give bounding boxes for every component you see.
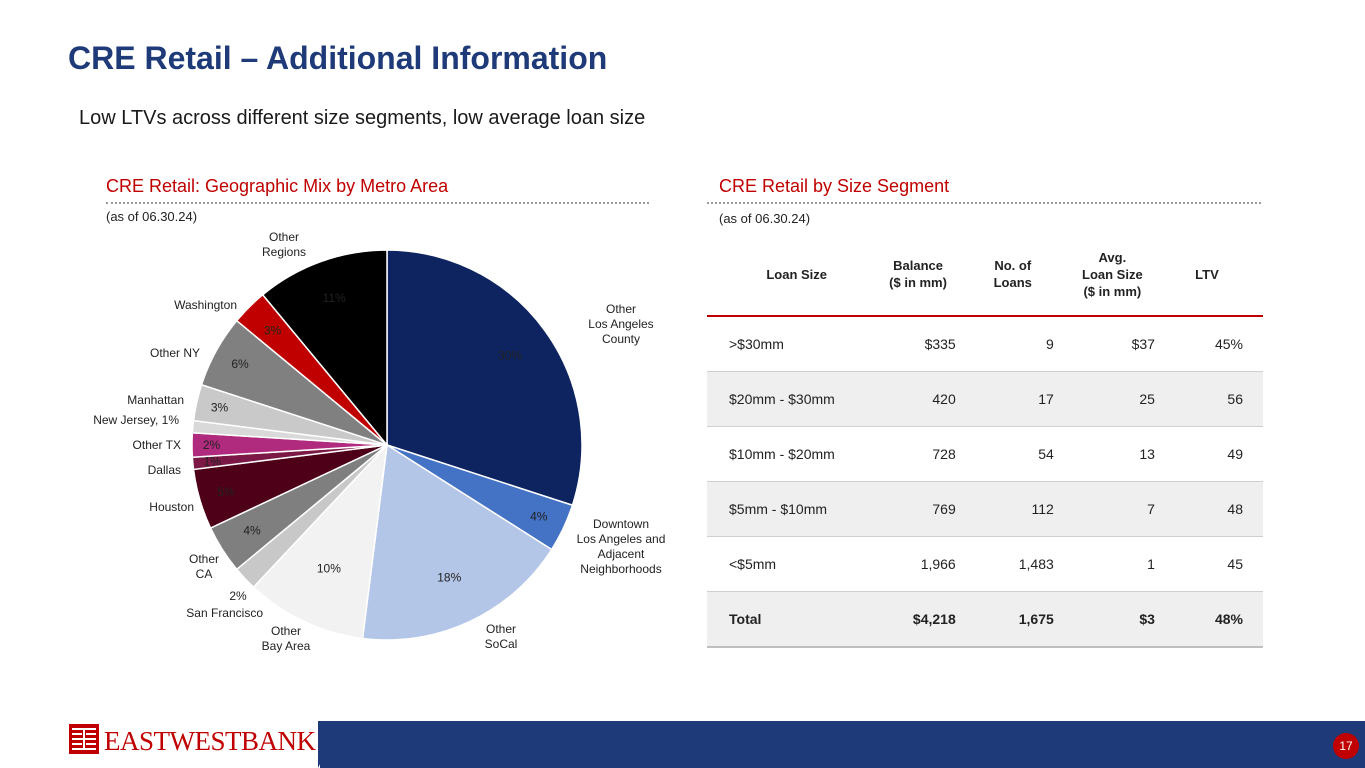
pie-slice-label: New Jersey, 1% <box>93 413 179 427</box>
pie-slice-percent: 4% <box>530 509 548 523</box>
pie-slice-label: Other TX <box>133 438 181 452</box>
pie-slice-percent: 6% <box>231 357 249 371</box>
pie-slice-label: Other NY <box>150 346 200 360</box>
bank-logo-text: EASTWESTBANK <box>104 726 316 756</box>
pie-slice-label: Downtown Los Angeles and Adjacent Neighborh… <box>577 517 666 576</box>
pie-slice-label: Other CA <box>189 552 219 581</box>
cell-loan-size: >$30mm <box>707 316 873 372</box>
cell-avg-loan-size: 13 <box>1061 426 1163 482</box>
footer-band-edge <box>318 721 342 768</box>
cell-loan-size: $20mm - $30mm <box>707 371 873 427</box>
table-row: $5mm - $10mm 769 112 7 48 <box>707 481 1263 537</box>
cell-balance: 1,966 <box>872 536 964 592</box>
cell-no-of-loans: 112 <box>963 481 1062 537</box>
pie-slice-percent: 1% <box>204 455 222 469</box>
cell-total-label: Total <box>707 591 873 648</box>
pie-slice-percent: 3% <box>211 401 229 415</box>
pie-slice-percent: 10% <box>317 562 341 576</box>
cell-loan-size: <$5mm <box>707 536 873 592</box>
pie-slice <box>261 249 388 448</box>
size-segment-section-title: CRE Retail by Size Segment <box>719 176 950 196</box>
cell-balance: 769 <box>872 481 964 537</box>
table-total-row: Total $4,218 1,675 $3 48% <box>707 591 1263 648</box>
pie-slice-percent: 3% <box>264 324 282 338</box>
pie-slice-label: Other Regions <box>262 230 306 259</box>
cell-ltv: 45% <box>1162 316 1263 372</box>
cell-ltv: 45 <box>1162 536 1263 592</box>
pie-slice-label: Houston <box>149 500 194 514</box>
geo-mix-asof: (as of 06.30.24) <box>106 209 198 224</box>
col-header-ltv: LTV <box>1162 233 1263 317</box>
page-title: CRE Retail – Additional Information <box>68 40 608 76</box>
size-segment-table: Loan Size Balance ($ in mm) No. of Loans A… <box>707 233 1263 648</box>
cell-ltv: 48 <box>1162 481 1263 537</box>
cell-avg-loan-size: 1 <box>1061 536 1163 592</box>
cell-ltv: 56 <box>1162 371 1263 427</box>
pie-slice-percent: 5% <box>217 485 235 499</box>
page-subtitle: Low LTVs across different size segments,… <box>79 107 646 129</box>
col-header-loan-size: Loan Size <box>707 233 873 317</box>
cell-total-avg-loan-size: $3 <box>1061 591 1163 648</box>
cell-no-of-loans: 1,483 <box>963 536 1062 592</box>
table-row: $10mm - $20mm 728 54 13 49 <box>707 426 1263 482</box>
geo-mix-section-title: CRE Retail: Geographic Mix by Metro Area <box>106 176 449 196</box>
page-number: 17 <box>1333 733 1359 759</box>
table-row: $20mm - $30mm 420 17 25 56 <box>707 371 1263 427</box>
cell-avg-loan-size: 7 <box>1061 481 1163 537</box>
cell-loan-size: $10mm - $20mm <box>707 426 873 482</box>
pie-slice-label: Dallas <box>148 463 181 477</box>
pie-slice-percent: 4% <box>243 524 261 538</box>
cell-balance: 420 <box>872 371 964 427</box>
pie-slice-percent: 18% <box>437 570 461 584</box>
cell-total-balance: $4,218 <box>872 591 964 648</box>
pie-slice-percent: 2% <box>203 438 221 452</box>
cell-total-ltv: 48% <box>1162 591 1263 648</box>
table-row: <$5mm 1,966 1,483 1 45 <box>707 536 1263 592</box>
cell-avg-loan-size: $37 <box>1061 316 1163 372</box>
size-segment-divider <box>707 202 1261 204</box>
cell-loan-size: $5mm - $10mm <box>707 481 873 537</box>
col-header-balance: Balance ($ in mm) <box>872 233 964 317</box>
pie-slice-label: San Francisco <box>186 606 263 620</box>
cell-no-of-loans: 17 <box>963 371 1062 427</box>
cell-avg-loan-size: 25 <box>1061 371 1163 427</box>
col-header-avg-loan-size: Avg. Loan Size ($ in mm) <box>1061 233 1163 317</box>
size-segment-asof: (as of 06.30.24) <box>719 211 811 226</box>
pie-slice-label: Other Bay Area <box>262 624 311 653</box>
col-header-no-of-loans: No. of Loans <box>963 233 1062 317</box>
pie-slice-label: Other SoCal <box>485 622 518 651</box>
cell-balance: $335 <box>872 316 964 372</box>
pie-slice <box>386 249 583 507</box>
pie-slice-percent: 2% <box>229 589 247 603</box>
pie-slice-label: Manhattan <box>127 393 184 407</box>
cell-balance: 728 <box>872 426 964 482</box>
table-header-row: Loan Size Balance ($ in mm) No. of Loans A… <box>707 233 1263 317</box>
pie-slice-label: Washington <box>174 298 237 312</box>
footer-band <box>320 721 1365 768</box>
pie-slice-label: Other Los Angeles County <box>588 302 653 346</box>
pie-slice-percent: 11% <box>323 291 346 305</box>
cell-no-of-loans: 54 <box>963 426 1062 482</box>
pie-slice <box>252 442 389 640</box>
pie-slice-percent: 30% <box>498 349 522 363</box>
table-row: >$30mm $335 9 $37 45% <box>707 316 1263 372</box>
cell-total-loans: 1,675 <box>963 591 1062 648</box>
bank-logo-icon <box>69 724 99 754</box>
cell-no-of-loans: 9 <box>963 316 1062 372</box>
cell-ltv: 49 <box>1162 426 1263 482</box>
geo-mix-pie-chart: 30% Other Los Angeles County 4% Downtown Los A… <box>93 230 666 653</box>
pie-slice <box>361 443 553 641</box>
geo-mix-divider <box>106 202 649 204</box>
